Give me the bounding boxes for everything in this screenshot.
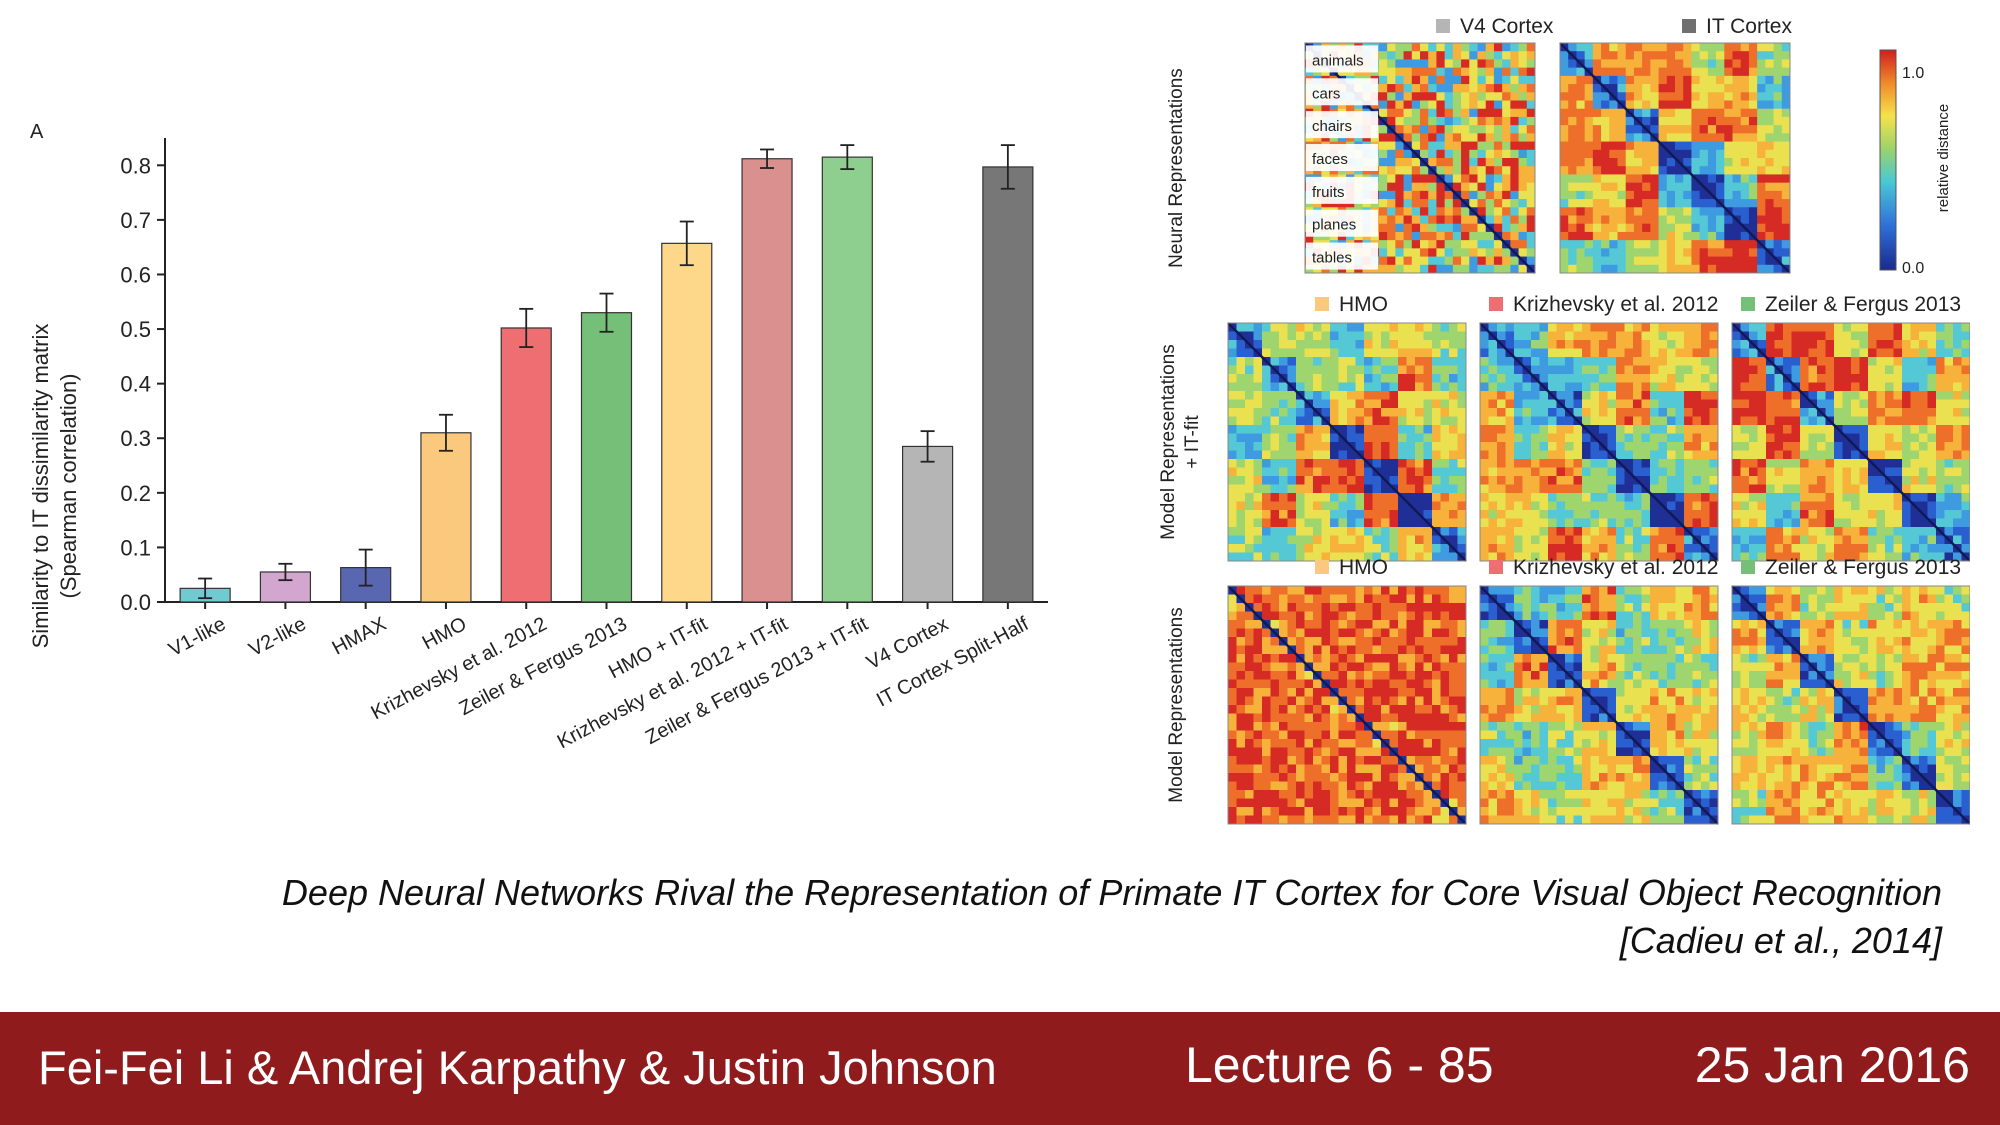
category-label-box [1306, 209, 1378, 237]
matrix-border [1227, 322, 1467, 562]
category-label: cars [1312, 85, 1340, 102]
category-label-box [1306, 242, 1378, 270]
similarity-bar-chart: A Similarity to IT dissimilarity matrix … [28, 121, 1048, 753]
legend-swatch [1489, 560, 1503, 574]
colorbar-min-label: 0.0 [1902, 260, 1924, 277]
category-label: planes [1312, 217, 1356, 234]
matrix-diagonal [1731, 585, 1970, 825]
matrix-panel-title: V4 Cortex [1460, 15, 1554, 38]
matrix-border [1731, 322, 1970, 562]
y-tick-label: 0.6 [120, 262, 151, 287]
y-tick-label: 0.4 [120, 372, 151, 397]
y-axis-label-line2: (Spearman correlation) [56, 374, 81, 599]
matrix-row-label: + IT-fit [1182, 415, 1203, 469]
neural-representations-row: Neural Representations V4 Cortex IT Cortex… [1166, 15, 1952, 277]
bar [982, 166, 1034, 603]
model-representations-row: Model Representations HMO Krizhevsky et al… [1166, 556, 1970, 825]
y-axis-label-line1: Similarity to IT dissimilarity matrix [28, 324, 53, 649]
matrix-diagonal [1479, 585, 1719, 825]
y-tick-label: 0.7 [120, 208, 151, 233]
matrix-cells [1560, 43, 1791, 274]
panel-letter: A [30, 121, 44, 143]
matrix-row-label: Model Representations [1166, 607, 1187, 802]
matrix-border [1479, 585, 1719, 825]
matrix-diagonal [1479, 322, 1719, 562]
slide-footer: Fei-Fei Li & Andrej Karpathy & Justin Jo… [0, 1012, 2000, 1125]
matrix-row-label: Neural Representations [1166, 68, 1187, 268]
y-tick-label: 0.1 [120, 535, 151, 560]
category-label-box [1306, 45, 1378, 73]
legend-swatch [1489, 297, 1503, 311]
y-tick-label: 0.5 [120, 317, 151, 342]
x-tick-label: HMO [419, 613, 471, 654]
legend-swatch [1315, 560, 1329, 574]
x-tick-label: HMAX [329, 613, 390, 660]
bar-chart-bars [179, 144, 1034, 603]
footer-lecture-number: Lecture 6 - 85 [1185, 1037, 1494, 1093]
category-labels: animals cars chairs faces fruits planes tables [1306, 45, 1378, 270]
colorbar-gradient [1879, 49, 1897, 271]
category-label: fruits [1312, 184, 1345, 201]
y-tick-label: 0.0 [120, 590, 151, 615]
y-tick-label: 0.3 [120, 426, 151, 451]
x-tick-label: V1-like [165, 613, 229, 661]
x-tick-label: IT Cortex Split-Half [873, 613, 1033, 712]
footer-authors: Fei-Fei Li & Andrej Karpathy & Justin Jo… [38, 1041, 997, 1094]
matrix-panel-title: Zeiler & Fergus 2013 [1765, 556, 1961, 579]
matrix-diagonal [1731, 322, 1970, 562]
figure-caption-citation: [Cadieu et al., 2014] [1619, 920, 1942, 961]
model-representations-it-fit-row: Model Representations + IT-fit HMO Krizhevs… [1160, 293, 1970, 562]
y-tick-label: 0.2 [120, 481, 151, 506]
legend-swatch [1741, 560, 1755, 574]
legend-swatch [1436, 19, 1450, 33]
category-label: tables [1312, 250, 1352, 267]
matrix-diagonal [1559, 42, 1791, 274]
matrix-panel-title: Krizhevsky et al. 2012 [1513, 556, 1718, 579]
legend-swatch [1682, 19, 1696, 33]
bar [821, 156, 873, 603]
matrix-cells [1480, 323, 1719, 562]
colorbar-axis-label: relative distance [1935, 104, 1952, 212]
colorbar-max-label: 1.0 [1902, 65, 1924, 82]
footer-date: 25 Jan 2016 [1694, 1037, 1970, 1093]
matrix-panel-title: HMO [1339, 556, 1388, 579]
x-tick-label: V2-like [245, 613, 309, 661]
category-label: animals [1312, 52, 1364, 69]
colorbar: 1.0 0.0 relative distance [1879, 49, 1952, 277]
matrix-cells [1732, 586, 1970, 825]
matrix-panel-title: HMO [1339, 293, 1388, 316]
matrix-cells [1228, 586, 1467, 825]
matrix-border [1479, 322, 1719, 562]
bar [901, 445, 954, 603]
category-label-box [1306, 111, 1378, 139]
matrix-border [1559, 42, 1791, 274]
y-tick-label: 0.8 [120, 153, 151, 178]
matrix-border [1304, 42, 1536, 274]
category-label: faces [1312, 151, 1348, 168]
bar-chart-axes: 0.0 0.1 0.2 0.3 0.4 0.5 0.6 0.7 0.8 V1-like V2-lik… [120, 138, 1048, 753]
dissimilarity-matrix-panel: Neural Representations V4 Cortex IT Cortex… [1160, 15, 1970, 825]
legend-swatch [1741, 297, 1755, 311]
bar [741, 158, 793, 603]
bar [661, 242, 713, 603]
legend-swatch [1315, 297, 1329, 311]
matrix-panel-title: Krizhevsky et al. 2012 [1513, 293, 1718, 316]
category-label: chairs [1312, 118, 1352, 135]
category-label-box [1306, 78, 1378, 106]
category-label-box [1306, 176, 1378, 204]
figure-caption-title: Deep Neural Networks Rival the Represent… [281, 872, 1942, 913]
matrix-panel-title: IT Cortex [1706, 15, 1792, 38]
matrix-diagonal [1227, 322, 1467, 562]
matrix-row-label: Model Representations [1160, 344, 1179, 539]
category-label-box [1306, 144, 1378, 171]
matrix-border [1227, 585, 1467, 825]
matrix-panel-title: Zeiler & Fergus 2013 [1765, 293, 1961, 316]
bar [500, 327, 552, 603]
matrix-border [1731, 585, 1970, 825]
matrix-diagonal [1227, 585, 1467, 825]
bar [420, 432, 472, 603]
bar [580, 312, 633, 603]
